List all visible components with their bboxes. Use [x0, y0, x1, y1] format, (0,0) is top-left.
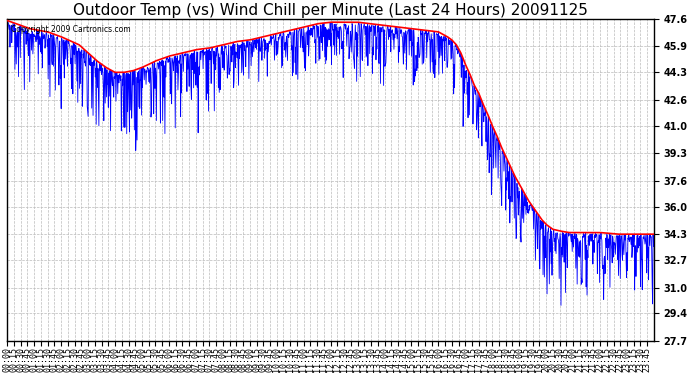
Text: Copyright 2009 Cartronics.com: Copyright 2009 Cartronics.com: [10, 26, 130, 34]
Title: Outdoor Temp (vs) Wind Chill per Minute (Last 24 Hours) 20091125: Outdoor Temp (vs) Wind Chill per Minute …: [73, 3, 588, 18]
